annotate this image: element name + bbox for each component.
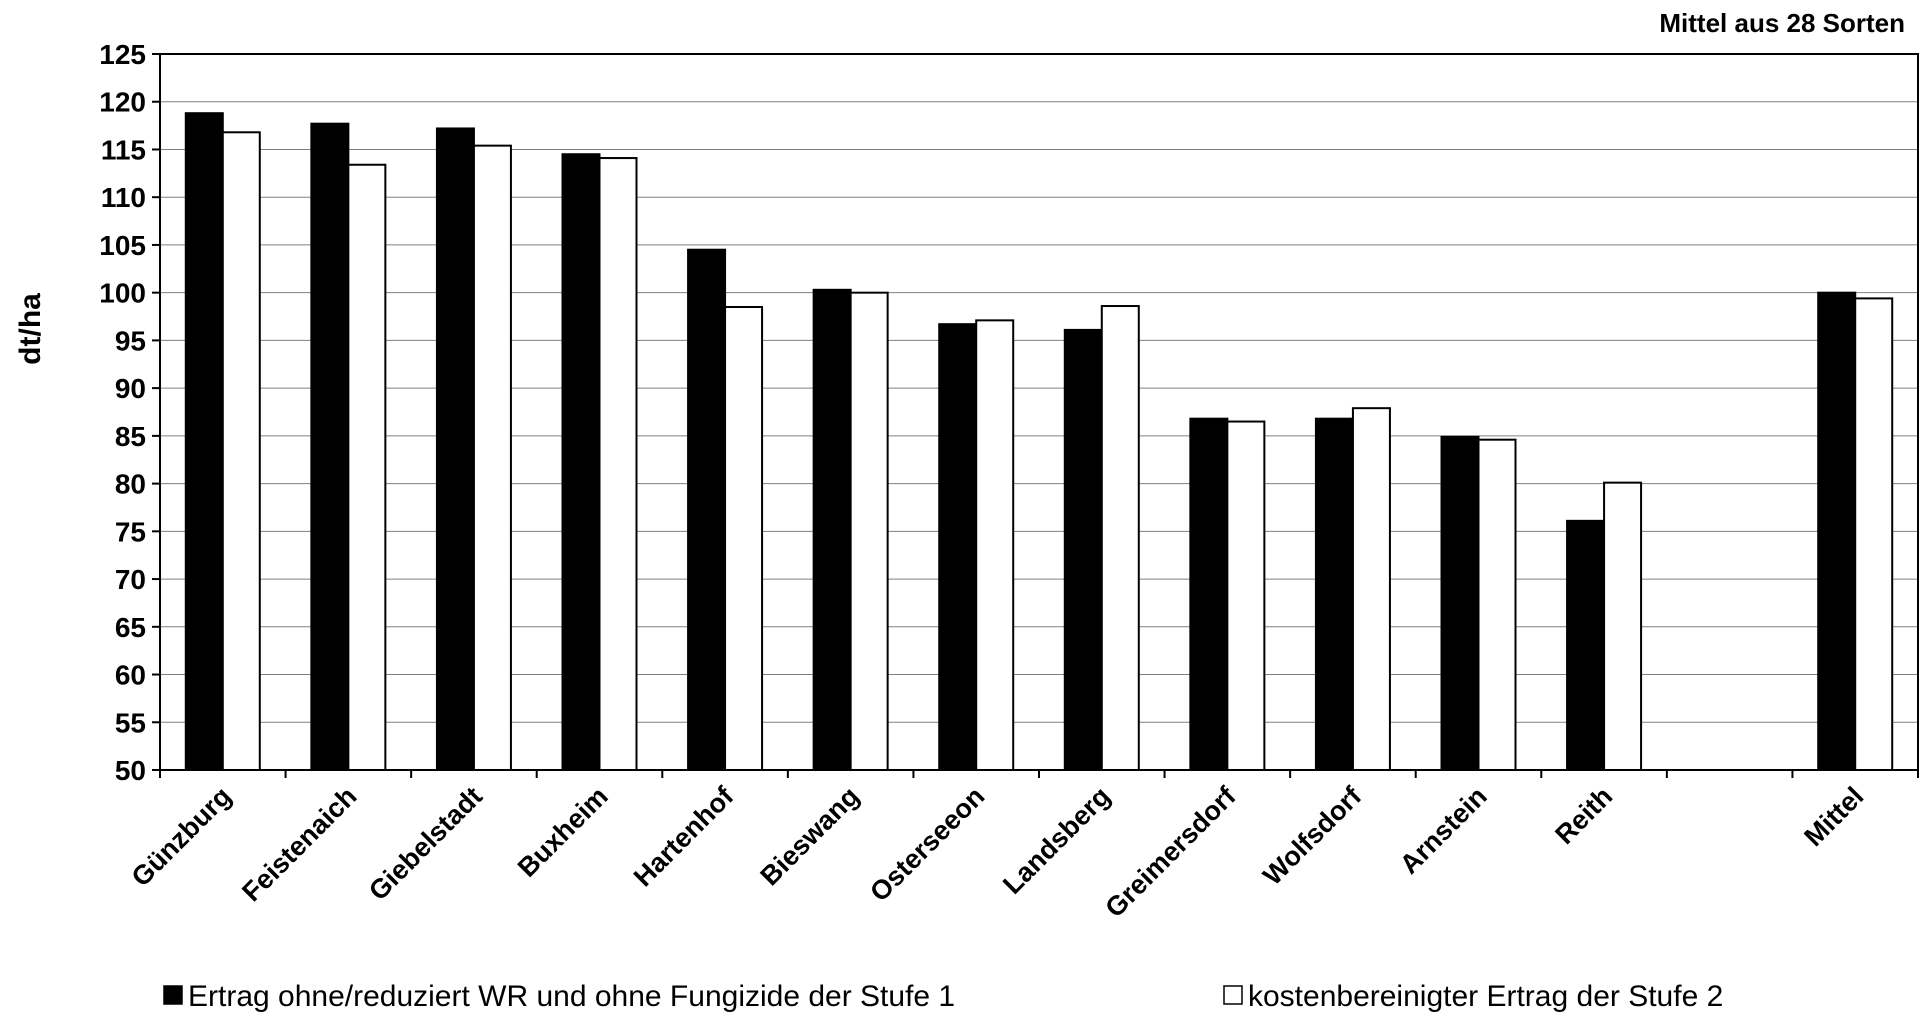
bar-series-2 — [1603, 481, 1643, 771]
x-tick-label: Günzburg — [126, 781, 237, 892]
bar-series-1 — [1189, 417, 1229, 771]
bar-series-1 — [812, 288, 852, 771]
legend-item-series-1: Ertrag ohne/reduziert WR und ohne Fungiz… — [163, 980, 955, 1013]
bar-series-1 — [184, 112, 224, 771]
bar-series-2 — [724, 305, 764, 771]
bar-series-2 — [975, 319, 1015, 771]
bar-series-2 — [221, 131, 261, 772]
chart-annotation: Mittel aus 28 Sorten — [1659, 8, 1905, 38]
bar-series-1 — [938, 323, 978, 771]
x-tick-label: Mittel — [1798, 781, 1869, 852]
bar-series-2 — [1477, 438, 1517, 771]
y-tick-label: 120 — [99, 87, 146, 118]
bar-series-1 — [1817, 291, 1857, 771]
y-tick-label: 50 — [115, 755, 146, 786]
bar-series-1 — [435, 127, 475, 772]
bars — [184, 112, 1894, 772]
legend-item-series-2: kostenbereinigter Ertrag der Stufe 2 — [1223, 980, 1723, 1013]
bar-series-2 — [1351, 407, 1391, 771]
y-tick-label: 115 — [101, 134, 146, 165]
x-tick-label: Feistenaich — [236, 781, 362, 907]
y-tick-label: 55 — [115, 707, 146, 738]
x-tick-label: Giebelstadt — [363, 781, 488, 906]
bar-series-1 — [1440, 435, 1480, 771]
y-tick-label: 75 — [115, 516, 146, 547]
bar-series-2 — [347, 163, 387, 771]
bar-series-2 — [1100, 305, 1140, 771]
bar-series-1 — [687, 248, 727, 771]
legend-swatch-series-2 — [1223, 985, 1243, 1005]
axes — [152, 53, 1919, 778]
bar-series-2 — [472, 144, 512, 771]
x-tick-label: Landsberg — [997, 781, 1116, 900]
y-tick-label: 95 — [115, 325, 146, 356]
bar-series-2 — [598, 157, 638, 772]
bar-series-1 — [1063, 328, 1103, 771]
x-tick-label: Wolfsdorf — [1257, 780, 1368, 891]
bar-series-1 — [310, 122, 350, 771]
bar-series-2 — [1854, 297, 1894, 771]
gridlines — [160, 101, 1918, 723]
y-tick-label: 80 — [115, 469, 146, 500]
x-tick-label: Greimersdorf — [1099, 780, 1242, 923]
y-tick-label: 105 — [99, 230, 146, 261]
x-tick-label: Hartenhof — [628, 780, 740, 892]
y-tick-label: 90 — [115, 373, 146, 404]
plot-frame — [159, 53, 1919, 771]
bar-series-1 — [1314, 417, 1354, 771]
x-tick-label: Arnstein — [1394, 781, 1493, 880]
y-tick-label: 85 — [115, 421, 146, 452]
x-tick-label: Bieswang — [755, 781, 865, 891]
bar-series-1 — [561, 153, 601, 772]
x-tick-label: Reith — [1549, 781, 1618, 850]
bar-series-1 — [1566, 519, 1606, 771]
x-tick-label: Buxheim — [512, 781, 614, 883]
y-tick-label: 70 — [115, 564, 146, 595]
legend-swatch-series-1 — [163, 985, 183, 1005]
x-tick-label: Osterseeon — [864, 781, 990, 907]
bar-series-2 — [1226, 420, 1266, 771]
y-tick-label: 65 — [115, 612, 146, 643]
y-tick-label: 110 — [101, 182, 146, 213]
legend-label-series-1: Ertrag ohne/reduziert WR und ohne Fungiz… — [188, 980, 955, 1013]
y-tick-label: 125 — [99, 39, 146, 70]
y-axis-label: dt/ha — [14, 293, 47, 365]
legend: Ertrag ohne/reduziert WR und ohne Fungiz… — [163, 980, 1723, 1013]
y-tick-label: 60 — [115, 660, 146, 691]
bar-series-2 — [849, 291, 889, 771]
legend-label-series-2: kostenbereinigter Ertrag der Stufe 2 — [1248, 980, 1723, 1013]
y-tick-label: 100 — [99, 278, 146, 309]
